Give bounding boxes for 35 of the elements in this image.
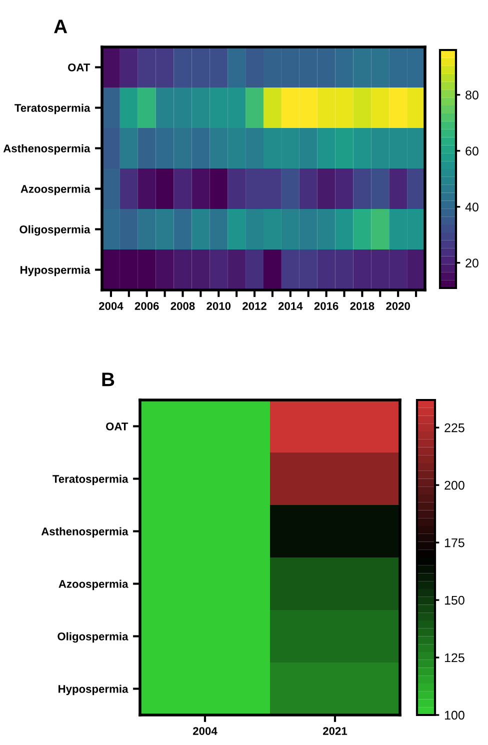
- color-bar-label: 175: [444, 538, 464, 548]
- x-tick-label: 2004: [99, 302, 124, 310]
- y-tick-label: Asthenospermia: [3, 144, 90, 155]
- color-bar-label: 200: [444, 480, 464, 490]
- x-tick-label: 2014: [278, 302, 303, 310]
- y-tick-label: Azoospermia: [58, 580, 128, 590]
- y-tick-label: OAT: [106, 422, 128, 430]
- y-tick-label: Hypospermia: [58, 684, 128, 696]
- y-tick-label: OAT: [68, 64, 90, 72]
- x-tick-label: 2004: [193, 727, 218, 735]
- color-bar-label: 150: [444, 596, 464, 605]
- x-tick-label: 2010: [206, 302, 231, 310]
- x-tick-label: 2020: [386, 302, 410, 310]
- x-tick-label: 2021: [323, 727, 348, 735]
- color-bar-label: 20: [466, 258, 478, 268]
- color-bar-label: 100: [444, 710, 464, 720]
- x-tick-label: 2012: [242, 302, 266, 310]
- color-bar-label: 40: [465, 202, 478, 212]
- y-tick-label: Oligospermia: [20, 225, 90, 236]
- color-bar-label: 225: [444, 423, 464, 432]
- x-tick-label: 2016: [314, 302, 338, 310]
- chart-title: B: [102, 372, 114, 386]
- y-tick-label: Teratospermia: [52, 474, 128, 486]
- x-tick-label: 2018: [350, 302, 374, 310]
- y-tick-label: Teratospermia: [14, 104, 90, 114]
- y-tick-label: Hypospermia: [20, 266, 90, 276]
- color-bar-label: 125: [444, 653, 464, 662]
- color-bar-label: 60: [466, 146, 478, 156]
- color-bar-label: 80: [466, 90, 478, 100]
- y-tick-label: Asthenospermia: [41, 527, 128, 538]
- x-tick-label: 2008: [170, 302, 195, 310]
- y-tick-label: Azoospermia: [20, 184, 90, 196]
- y-tick-label: Oligospermia: [58, 632, 128, 643]
- chart-title: A: [54, 20, 68, 34]
- x-tick-label: 2006: [134, 302, 159, 310]
